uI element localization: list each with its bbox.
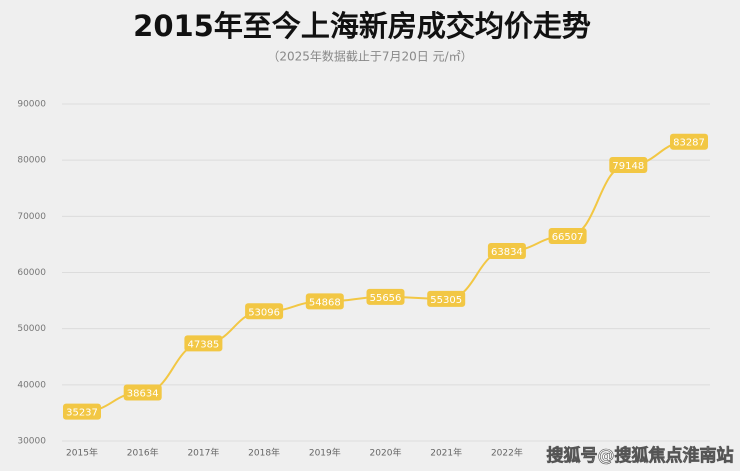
data-label-box (63, 403, 101, 420)
data-label: 53096 (248, 307, 280, 318)
data-label: 55656 (370, 293, 402, 304)
chart-subtitle: （2025年数据截止于7月20日 元/㎡） (267, 49, 472, 64)
data-label: 79148 (612, 161, 644, 172)
data-label: 83287 (673, 138, 705, 149)
data-label-box (366, 288, 405, 305)
y-tick-label: 30000 (17, 437, 46, 447)
data-label-box (184, 335, 223, 352)
x-tick-label: 2017年 (187, 447, 219, 459)
chart-title: 2015年至今上海新房成交均价走势 (133, 9, 591, 43)
data-label-box (670, 133, 708, 150)
data-label: 55305 (430, 295, 462, 306)
x-tick-label: 2021年 (430, 447, 462, 459)
data-label: 47385 (187, 339, 219, 350)
y-tick-label: 40000 (17, 380, 46, 390)
data-label-box (123, 384, 162, 401)
x-tick-label: 2020年 (370, 447, 402, 459)
data-label: 54868 (309, 297, 341, 308)
x-tick-label: 2015年 (66, 447, 98, 459)
x-tick-label: 2016年 (127, 447, 159, 459)
x-tick-label: 2019年 (309, 447, 341, 459)
x-tick-label: 2018年 (248, 447, 280, 459)
y-tick-label: 70000 (17, 212, 46, 222)
data-label: 66507 (552, 232, 584, 243)
data-label-box (245, 303, 284, 320)
watermark: 搜狐号@搜狐焦点淮南站 (547, 445, 734, 466)
data-label: 35237 (66, 408, 98, 419)
data-label-box (487, 242, 526, 259)
y-tick-label: 50000 (17, 324, 46, 334)
data-label-box (427, 290, 466, 307)
data-label-box (548, 227, 587, 244)
data-label-box (305, 293, 344, 310)
data-label: 63834 (491, 247, 523, 258)
x-tick-label: 2022年 (491, 447, 523, 459)
data-label-box (609, 156, 648, 173)
data-label: 38634 (127, 389, 159, 400)
y-tick-label: 90000 (17, 100, 46, 110)
y-tick-label: 80000 (17, 156, 46, 166)
y-tick-label: 60000 (17, 268, 46, 278)
